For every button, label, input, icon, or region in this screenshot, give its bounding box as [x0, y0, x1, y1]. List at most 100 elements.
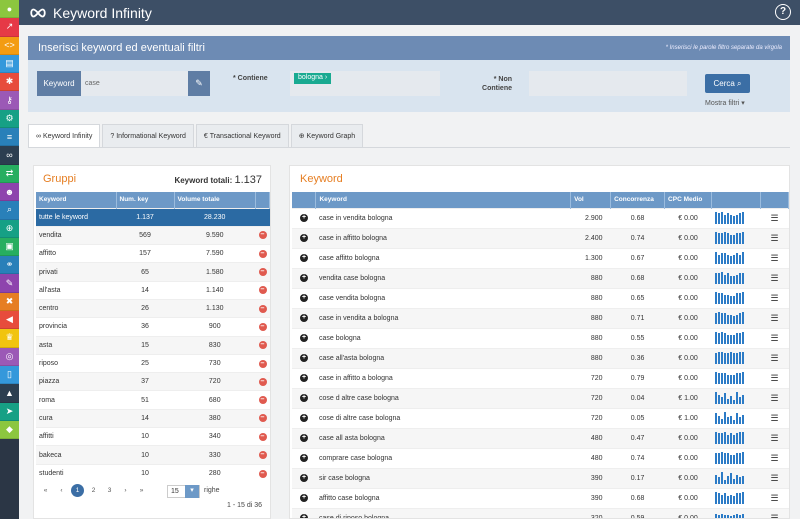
add-keyword-icon[interactable]: + [299, 434, 308, 442]
keyword-col-header[interactable] [711, 192, 761, 208]
magic-wand-button[interactable]: ✎ [188, 71, 210, 96]
add-keyword-icon[interactable]: + [299, 414, 308, 422]
gruppi-row[interactable]: centro 26 1.130– [36, 298, 270, 318]
keyword-col-header[interactable]: Keyword [315, 192, 572, 208]
keyword-col-header[interactable]: Concorrenza [610, 192, 666, 208]
add-keyword-icon[interactable]: + [299, 294, 308, 302]
page-button[interactable]: › [124, 487, 127, 494]
cerca-button[interactable]: Cerca ⌕ [705, 74, 750, 93]
keyword-row[interactable]: + case all asta bologna 480 0.47 € 0.00 ☰ [292, 427, 789, 448]
keyword-row[interactable]: + vendita case bologna 880 0.68 € 0.00 ☰ [292, 267, 789, 288]
sidebar-item-report[interactable]: ▣ [0, 237, 19, 257]
keyword-row[interactable]: + cose d altre case bologna 720 0.04 € 1.00 ☰ [292, 387, 789, 408]
keyword-col-header[interactable] [760, 192, 789, 208]
keyword-row[interactable]: + case bologna 880 0.55 € 0.00 ☰ [292, 327, 789, 348]
remove-group-icon[interactable]: – [258, 286, 267, 295]
sidebar-item-search[interactable]: ⌕ [0, 201, 19, 220]
remove-group-icon[interactable]: – [258, 341, 267, 350]
remove-group-icon[interactable]: – [258, 451, 267, 459]
sidebar-item-bug[interactable]: ✱ [0, 73, 19, 92]
gruppi-row[interactable]: cura 14 380– [36, 408, 270, 428]
add-keyword-icon[interactable]: + [299, 254, 308, 262]
sidebar-item-tools[interactable]: ✖ [0, 292, 19, 312]
remove-group-icon[interactable]: – [258, 231, 267, 240]
keyword-col-header[interactable]: CPC Medio [664, 192, 712, 208]
tag-remove-icon[interactable]: › [324, 74, 328, 81]
remove-group-icon[interactable]: – [258, 377, 267, 386]
rows-per-page-select[interactable]: 15 [167, 485, 200, 498]
gruppi-col-header[interactable]: Keyword [36, 192, 117, 208]
gruppi-row[interactable]: piazza 37 720– [36, 372, 270, 391]
page-button[interactable]: 3 [107, 487, 112, 494]
list-details-icon[interactable]: ☰ [770, 392, 779, 403]
keyword-input[interactable]: case [81, 71, 188, 96]
page-button[interactable]: ‹ [60, 487, 63, 494]
keyword-row[interactable]: + affitto case bologna 390 0.68 € 0.00 ☰ [292, 487, 789, 508]
keyword-row[interactable]: + case all'asta bologna 880 0.36 € 0.00 ☰ [292, 347, 789, 368]
add-keyword-icon[interactable]: + [299, 274, 308, 282]
keyword-row[interactable]: + cose di altre case bologna 720 0.05 € 1.00… [292, 407, 789, 428]
help-button[interactable]: ? [775, 4, 791, 20]
gruppi-row[interactable]: privati 65 1.580– [36, 262, 270, 282]
sidebar-item-gear[interactable]: ⚙ [0, 109, 19, 129]
contiene-tag[interactable]: bologna › [294, 73, 332, 84]
sidebar-item-megaphone[interactable]: ◀ [0, 311, 19, 330]
gruppi-row[interactable]: vendita 569 9.590– [36, 225, 270, 245]
gruppi-row[interactable]: affitti 10 340– [36, 427, 270, 446]
remove-group-icon[interactable]: – [258, 469, 267, 478]
list-details-icon[interactable]: ☰ [770, 232, 779, 243]
tab-transactional-keyword[interactable]: € Transactional Keyword [195, 124, 289, 147]
gruppi-row[interactable]: studenti 10 280– [36, 463, 270, 483]
add-keyword-icon[interactable]: + [299, 234, 308, 242]
tab-keyword-infinity[interactable]: ∞ Keyword Infinity [28, 124, 101, 147]
gruppi-row[interactable]: tutte le keyword 1.137 28.230 [36, 207, 270, 227]
keyword-row[interactable]: + case in vendita bologna 2.900 0.68 € 0.00 ☰ [292, 207, 789, 228]
sidebar-item-infinity[interactable]: ∞ [0, 146, 19, 165]
remove-group-icon[interactable]: – [258, 432, 267, 441]
keyword-row[interactable]: + comprare case bologna 480 0.74 € 0.00 ☰ [292, 447, 789, 468]
list-details-icon[interactable]: ☰ [770, 472, 779, 483]
remove-group-icon[interactable]: – [258, 249, 267, 258]
keyword-row[interactable]: + case in vendita a bologna 880 0.71 € 0.00 ☰ [292, 307, 789, 328]
remove-group-icon[interactable]: – [258, 396, 267, 405]
add-keyword-icon[interactable]: + [299, 394, 308, 402]
gruppi-row[interactable]: roma 51 680– [36, 390, 270, 410]
list-details-icon[interactable]: ☰ [770, 272, 779, 283]
remove-group-icon[interactable]: – [258, 322, 267, 331]
remove-group-icon[interactable]: – [258, 268, 267, 277]
list-details-icon[interactable]: ☰ [770, 332, 779, 343]
list-details-icon[interactable]: ☰ [770, 492, 779, 503]
sidebar-item-book[interactable]: ▤ [0, 54, 19, 74]
add-keyword-icon[interactable]: + [299, 474, 308, 482]
rows-dropdown-button[interactable]: ▾ [185, 485, 199, 498]
add-keyword-icon[interactable]: + [299, 494, 308, 502]
keyword-row[interactable]: + case in affitto a bologna 720 0.79 € 0.00 ☰ [292, 367, 789, 388]
sidebar-item-list[interactable]: ≡ [0, 128, 19, 147]
gruppi-row[interactable]: affitto 157 7.590– [36, 244, 270, 263]
tab-keyword-graph[interactable]: ⊕ Keyword Graph [290, 124, 364, 147]
sidebar-item-trophy[interactable]: ♛ [0, 329, 19, 348]
list-details-icon[interactable]: ☰ [770, 512, 779, 519]
sidebar-item-document[interactable]: ▯ [0, 365, 19, 385]
gruppi-col-header[interactable]: Num. key [116, 192, 175, 208]
page-button[interactable]: 2 [91, 487, 96, 494]
list-details-icon[interactable]: ☰ [770, 452, 779, 463]
gruppi-row[interactable]: riposo 25 730– [36, 353, 270, 373]
keyword-col-header[interactable]: Vol [570, 192, 612, 208]
keyword-col-header[interactable] [292, 192, 317, 208]
keyword-row[interactable]: + sir case bologna 390 0.17 € 0.00 ☰ [292, 467, 789, 488]
list-details-icon[interactable]: ☰ [770, 372, 779, 383]
keyword-row[interactable]: + case affitto bologna 1.300 0.67 € 0.00 ☰ [292, 247, 789, 268]
sidebar-item-zoom[interactable]: ⊕ [0, 219, 19, 238]
remove-group-icon[interactable]: – [258, 359, 267, 368]
gruppi-row[interactable]: provincia 36 900– [36, 317, 270, 337]
sidebar-item-users[interactable]: ☻ [0, 182, 19, 202]
gruppi-col-header[interactable]: Volume totale [174, 192, 256, 208]
list-details-icon[interactable]: ☰ [770, 212, 779, 223]
page-button[interactable]: 1 [71, 484, 84, 497]
remove-group-icon[interactable]: – [258, 414, 267, 423]
gruppi-row[interactable]: bakeca 10 330– [36, 445, 270, 465]
gruppi-row[interactable]: asta 15 830– [36, 335, 270, 355]
list-details-icon[interactable]: ☰ [770, 352, 779, 363]
sidebar-item-graduation[interactable]: ▲ [0, 384, 19, 403]
